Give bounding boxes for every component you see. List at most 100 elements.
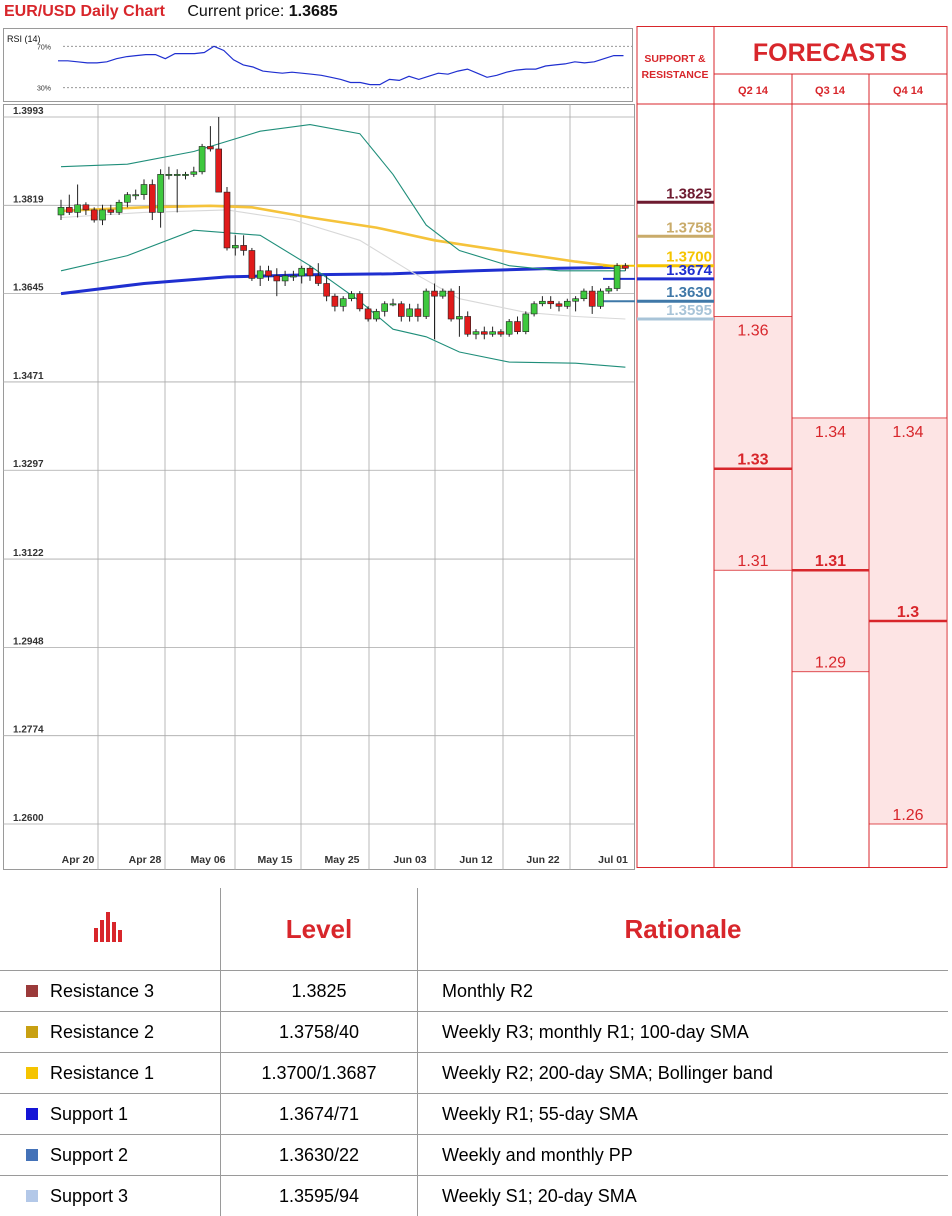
price-chart: 1.39931.38191.36451.34711.32971.31221.29… — [3, 104, 635, 870]
candle — [224, 187, 230, 250]
row-label: Resistance 2 — [50, 1022, 154, 1042]
quarter-label-q4: Q4 14 — [893, 85, 924, 97]
sr-heading-line1: SUPPORT & — [644, 53, 706, 65]
row-label-cell: Resistance 1 — [0, 1053, 221, 1094]
candle — [531, 301, 537, 316]
color-swatch — [26, 1108, 38, 1120]
table-header-level: Level — [221, 888, 418, 971]
table-icon-header — [0, 888, 221, 971]
color-swatch — [26, 985, 38, 997]
y-tick-label: 1.3645 — [13, 283, 44, 294]
row-rationale: Weekly R2; 200-day SMA; Bollinger band — [418, 1053, 949, 1094]
candle — [523, 311, 529, 334]
y-tick-label: 1.3471 — [13, 371, 44, 382]
candle — [598, 289, 604, 309]
candle — [199, 144, 205, 174]
color-swatch — [26, 1026, 38, 1038]
candle — [91, 207, 97, 222]
forecast-range — [714, 316, 792, 570]
current-price-value: 1.3685 — [289, 3, 338, 20]
row-level: 1.3758/40 — [221, 1012, 418, 1053]
y-tick-label: 1.3122 — [13, 548, 44, 559]
x-tick-label: Jun 03 — [393, 854, 426, 866]
rsi-label: RSI (14) — [7, 34, 41, 44]
x-tick-label: Jul 01 — [598, 854, 628, 866]
rsi-level-label: 70% — [37, 44, 51, 51]
row-rationale: Weekly R3; monthly R1; 100-day SMA — [418, 1012, 949, 1053]
rsi-level-label: 30% — [37, 86, 51, 93]
y-tick-label: 1.3993 — [13, 106, 44, 117]
forecast-range — [792, 418, 869, 672]
row-level: 1.3595/94 — [221, 1176, 418, 1216]
row-label-cell: Support 1 — [0, 1094, 221, 1135]
x-tick-label: Apr 20 — [62, 854, 95, 866]
rsi-panel: RSI (14) 70% 30% — [3, 28, 633, 102]
forecast-low-label: 1.29 — [815, 655, 846, 672]
candle — [357, 291, 363, 311]
x-tick-label: Apr 28 — [129, 854, 162, 866]
candle — [506, 319, 512, 337]
sr-level-label: 1.3595 — [666, 302, 712, 319]
y-tick-label: 1.3297 — [13, 459, 44, 470]
y-tick-label: 1.3819 — [13, 194, 44, 205]
sr-level-label: 1.3630 — [666, 284, 712, 301]
forecast-panel: SUPPORT & RESISTANCE FORECASTS Q2 14 Q3 … — [636, 26, 948, 868]
row-label-cell: Support 2 — [0, 1135, 221, 1176]
x-tick-label: Jun 22 — [526, 854, 559, 866]
color-swatch — [26, 1190, 38, 1202]
row-level: 1.3630/22 — [221, 1135, 418, 1176]
sr-level-label: 1.3674 — [666, 262, 713, 279]
row-level: 1.3700/1.3687 — [221, 1053, 418, 1094]
chart-title: EUR/USD Daily Chart — [4, 3, 165, 20]
forecasts-title: FORECASTS — [753, 39, 907, 67]
y-tick-label: 1.2774 — [13, 725, 44, 736]
row-level: 1.3674/71 — [221, 1094, 418, 1135]
x-tick-label: Jun 12 — [459, 854, 492, 866]
row-label-cell: Resistance 3 — [0, 971, 221, 1012]
row-rationale: Weekly S1; 20-day SMA — [418, 1176, 949, 1216]
row-rationale: Weekly and monthly PP — [418, 1135, 949, 1176]
forecast-low-label: 1.31 — [737, 553, 768, 570]
row-label: Support 1 — [50, 1104, 128, 1124]
row-label-cell: Resistance 2 — [0, 1012, 221, 1053]
current-price-label: Current price: — [187, 3, 284, 20]
forecast-high-label: 1.36 — [737, 322, 768, 339]
row-label: Support 2 — [50, 1145, 128, 1165]
x-tick-label: May 15 — [257, 854, 292, 866]
x-tick-label: May 06 — [190, 854, 225, 866]
forecast-median-label: 1.31 — [815, 553, 846, 570]
candle — [448, 289, 454, 322]
candle — [423, 289, 429, 319]
row-rationale: Weekly R1; 55-day SMA — [418, 1094, 949, 1135]
quarter-label-q3: Q3 14 — [815, 85, 846, 97]
x-tick-label: May 25 — [324, 854, 359, 866]
row-label: Resistance 1 — [50, 1063, 154, 1083]
color-swatch — [26, 1149, 38, 1161]
forecast-high-label: 1.34 — [815, 424, 846, 441]
candle — [365, 306, 371, 321]
y-tick-label: 1.2600 — [13, 813, 44, 824]
forecast-low-label: 1.26 — [892, 807, 923, 824]
candle — [249, 248, 255, 281]
sr-level-label: 1.3825 — [666, 185, 712, 202]
candle — [116, 200, 122, 215]
row-label: Resistance 3 — [50, 981, 154, 1001]
forecast-high-label: 1.34 — [892, 424, 923, 441]
row-label: Support 3 — [50, 1186, 128, 1206]
candle — [614, 263, 620, 291]
sr-level-label: 1.3758 — [666, 219, 712, 236]
forecast-median-label: 1.33 — [737, 452, 768, 469]
row-rationale: Monthly R2 — [418, 971, 949, 1012]
chart-header: EUR/USD Daily Chart Current price: 1.368… — [0, 0, 630, 26]
quarter-label-q2: Q2 14 — [738, 85, 769, 97]
rsi-frame — [4, 29, 633, 102]
row-label-cell: Support 3 — [0, 1176, 221, 1216]
color-swatch — [26, 1067, 38, 1079]
